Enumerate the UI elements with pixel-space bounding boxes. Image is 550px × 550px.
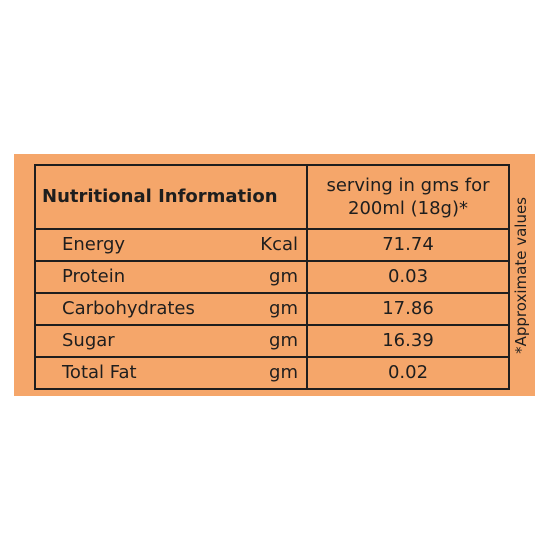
nutrient-name: Protein bbox=[62, 266, 126, 287]
table-row-protein: Protein gm 0.03 bbox=[34, 260, 510, 294]
nutrient-value: 0.02 bbox=[306, 356, 510, 390]
table-row-energy: Energy Kcal 71.74 bbox=[34, 228, 510, 262]
nutrient-name: Carbohydrates bbox=[62, 298, 195, 319]
nutrient-value: 0.03 bbox=[306, 260, 510, 294]
table-header-row: Nutritional Information serving in gms f… bbox=[34, 164, 510, 230]
serving-header-line1: serving in gms for bbox=[326, 174, 490, 196]
serving-header: serving in gms for 200ml (18g)* bbox=[306, 164, 510, 230]
nutrient-unit: gm bbox=[269, 362, 298, 383]
nutrient-name: Total Fat bbox=[62, 362, 137, 383]
approximate-values-text: *Approximate values bbox=[512, 196, 530, 354]
row-label-cell: Carbohydrates gm bbox=[34, 292, 308, 326]
table-row-total-fat: Total Fat gm 0.02 bbox=[34, 356, 510, 390]
nutrient-unit: gm bbox=[269, 330, 298, 351]
nutrient-unit: gm bbox=[269, 266, 298, 287]
nutrient-name: Energy bbox=[62, 234, 126, 255]
nutrient-value: 71.74 bbox=[306, 228, 510, 262]
table-title: Nutritional Information bbox=[34, 164, 308, 230]
approximate-values-note: *Approximate values bbox=[506, 166, 536, 384]
table-row-carbohydrates: Carbohydrates gm 17.86 bbox=[34, 292, 510, 326]
nutrient-value: 16.39 bbox=[306, 324, 510, 358]
nutrient-value: 17.86 bbox=[306, 292, 510, 326]
row-label-cell: Total Fat gm bbox=[34, 356, 308, 390]
nutrient-unit: Kcal bbox=[260, 234, 298, 255]
nutrition-panel: Nutritional Information serving in gms f… bbox=[14, 154, 535, 396]
serving-header-line2: 200ml (18g)* bbox=[348, 198, 468, 219]
row-label-cell: Sugar gm bbox=[34, 324, 308, 358]
nutrient-unit: gm bbox=[269, 298, 298, 319]
nutrient-name: Sugar bbox=[62, 330, 115, 351]
nutrition-table: Nutritional Information serving in gms f… bbox=[34, 164, 510, 390]
row-label-cell: Energy Kcal bbox=[34, 228, 308, 262]
table-row-sugar: Sugar gm 16.39 bbox=[34, 324, 510, 358]
row-label-cell: Protein gm bbox=[34, 260, 308, 294]
